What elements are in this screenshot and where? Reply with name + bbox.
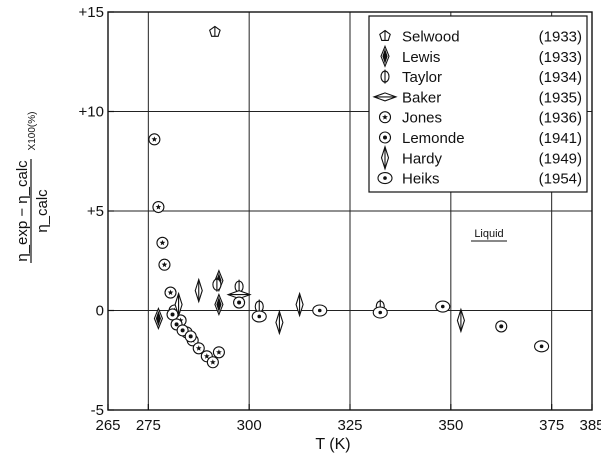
y-axis-label: η_exp − η_calc X100(%) η_calc <box>14 112 51 263</box>
legend-marker-baker <box>372 92 398 102</box>
legend-marker-heiks <box>377 172 393 185</box>
legend-item-lewis: Lewis (1933) <box>380 44 582 68</box>
legend-year: (1935) <box>539 89 582 106</box>
legend-item-lemonde: Lemonde (1941) <box>378 130 582 147</box>
legend-marker-taylor <box>380 69 390 84</box>
x-tick-label: 375 <box>539 417 564 434</box>
point-selwood-0 <box>209 25 221 37</box>
point-hardy-3 <box>295 291 304 318</box>
legend-year: (1954) <box>539 171 582 188</box>
point-hardy-0 <box>174 291 183 318</box>
point-lemonde-5 <box>495 320 508 333</box>
axis-ticks <box>107 11 593 411</box>
legend-item-selwood: Selwood (1933) <box>379 29 582 46</box>
legend-label: Jones <box>402 110 442 127</box>
legend-year: (1941) <box>539 130 582 147</box>
x-tick-label: 265 <box>95 417 120 434</box>
x-tick-labels: 265 275 300 325 350 375 385 <box>95 417 601 434</box>
legend-marker-lewis <box>380 44 390 68</box>
point-jones-9 <box>192 342 205 355</box>
x-tick-label: 385 <box>579 417 601 434</box>
legend-item-heiks: Heiks (1954) <box>377 171 582 188</box>
point-heiks-0 <box>251 310 267 323</box>
legend-item-taylor: Taylor (1934) <box>380 69 582 86</box>
y-tick-label: +15 <box>79 4 104 21</box>
legend-label: Selwood <box>402 29 460 46</box>
legend-label: Hardy <box>402 150 443 167</box>
x-tick-label: 325 <box>337 417 362 434</box>
legend-marker-selwood <box>379 29 391 41</box>
legend-year: (1933) <box>539 49 582 66</box>
point-hardy-2 <box>275 309 284 336</box>
y-tick-label: -5 <box>91 402 104 419</box>
legend-item-jones: Jones (1936) <box>378 110 582 127</box>
legend-label: Lemonde <box>402 130 465 147</box>
y-axis-label-numerator: η_exp − η_calc <box>14 160 31 262</box>
y-tick-label: +5 <box>87 203 104 220</box>
legend-item-baker: Baker (1935) <box>372 89 582 106</box>
point-jones-4 <box>164 286 177 299</box>
legend-marker-jones <box>378 111 392 124</box>
point-hardy-1 <box>194 277 203 304</box>
point-lewis-0 <box>153 306 164 330</box>
point-lemonde-3 <box>184 330 197 343</box>
legend-marker-lemonde <box>378 131 392 144</box>
point-jones-2 <box>156 236 169 249</box>
x-tick-label: 275 <box>136 417 161 434</box>
x-axis-label: T (K) <box>315 436 350 453</box>
point-jones-3 <box>158 258 171 271</box>
liquid-label: Liquid <box>474 228 503 240</box>
legend-year: (1949) <box>539 150 582 167</box>
point-lemonde-4 <box>233 296 246 309</box>
point-lewis-2 <box>214 293 224 317</box>
y-axis-label-suffix: X100(%) <box>27 112 38 151</box>
legend-box <box>368 15 588 193</box>
legend-label: Baker <box>402 89 441 106</box>
x-tick-label: 350 <box>438 417 463 434</box>
legend-marker-hardy <box>380 144 390 171</box>
x-tick-label: 300 <box>237 417 262 434</box>
point-jones-11 <box>206 356 219 369</box>
legend-label: Heiks <box>402 171 440 188</box>
point-baker-0 <box>226 289 252 300</box>
legend-label: Lewis <box>402 49 440 66</box>
legend-item-hardy: Hardy (1949) <box>380 144 582 171</box>
point-jones-1 <box>152 200 165 214</box>
legend: Selwood (1933) Lewis (1933) Taylor (1934) Bake… <box>368 15 588 193</box>
legend-label: Taylor <box>402 69 442 86</box>
legend-year: (1933) <box>539 29 582 46</box>
point-hardy-4 <box>456 307 465 334</box>
y-tick-labels: +15 +10 +5 0 -5 <box>79 4 104 419</box>
legend-year: (1936) <box>539 110 582 127</box>
point-lemonde-2 <box>176 324 189 337</box>
point-heiks-3 <box>435 300 451 313</box>
point-lemonde-0 <box>166 308 179 321</box>
legend-year: (1934) <box>539 69 582 86</box>
y-axis-label-denominator: η_calc <box>34 189 51 233</box>
point-taylor-0 <box>212 277 222 292</box>
point-jones-12 <box>212 346 225 359</box>
point-heiks-2 <box>372 306 388 319</box>
point-jones-0 <box>148 133 161 146</box>
point-heiks-4 <box>534 340 550 353</box>
point-heiks-1 <box>312 304 328 317</box>
y-tick-label: 0 <box>96 303 104 320</box>
data-points <box>148 25 550 369</box>
y-tick-label: +10 <box>79 104 104 121</box>
liquid-annotation: Liquid <box>471 228 507 242</box>
